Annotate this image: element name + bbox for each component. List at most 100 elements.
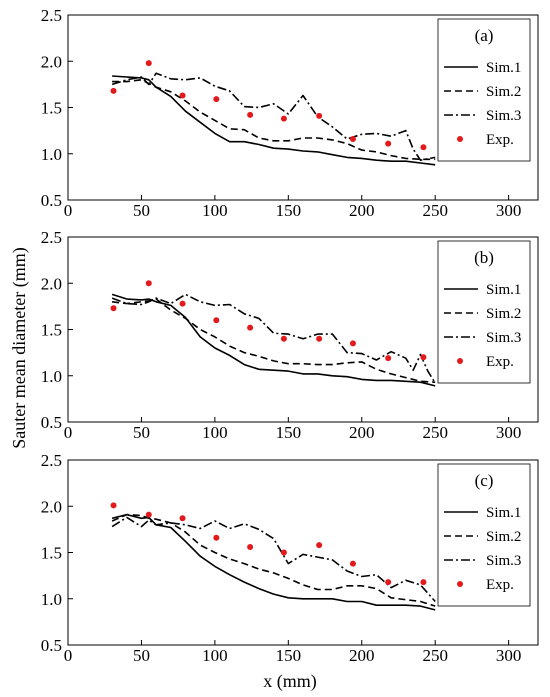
x-tick-label: 100 [202,646,228,665]
legend-box [437,463,531,607]
y-tick-label: 2.0 [41,274,62,293]
x-tick-label: 150 [276,423,302,442]
x-tick-label: 150 [276,201,302,220]
legend-label: Exp. [486,354,514,370]
data-point-exp [385,355,392,362]
data-point-exp [247,543,254,550]
data-point-exp [420,144,427,151]
y-tick-label: 0.5 [41,636,62,655]
x-tick-label: 300 [496,201,522,220]
y-tick-label: 1.5 [41,99,62,118]
legend-marker [457,581,463,587]
data-point-exp [247,111,254,118]
legend-box [437,240,531,384]
x-tick-label: 200 [349,646,375,665]
x-tick-label: 100 [202,423,228,442]
data-point-exp [420,354,427,361]
series-line-sim1 [111,513,436,611]
data-point-exp [110,502,117,509]
data-point-exp [110,305,117,312]
panel-label: (c) [475,471,494,490]
series-line-sim2 [112,298,436,383]
x-tick-label: 300 [496,646,522,665]
legend-label: Sim.1 [486,60,521,76]
series-line-sim3 [111,72,436,161]
data-point-exp [316,542,323,549]
legend-label: Sim.3 [486,553,521,569]
legend-label: Exp. [486,132,514,148]
panel-0: 0 50 100 150 200 250 300 0.5 1.0 1.5 2.0 2.5 (a) Sim.… [41,6,539,220]
data-point-exp [179,300,186,307]
data-point-exp [213,96,220,103]
series-line-sim1 [111,293,436,387]
x-tick-label: 0 [64,646,73,665]
legend-label: Sim.1 [486,505,521,521]
legend-label: Sim.2 [486,529,521,545]
data-point-exp [213,534,220,541]
data-point-exp [349,340,356,347]
data-point-exp [110,87,117,94]
data-point-exp [280,549,287,556]
y-tick-label: 0.5 [41,413,62,432]
panel-2: 0 50 100 150 200 250 300 0.5 1.0 1.5 2.0 2.5 (c) Sim.… [41,451,539,665]
y-tick-label: 2.5 [41,6,62,25]
x-axis-label: x (mm) [263,671,317,692]
y-axis-label: Sauter mean diameter (mm) [9,247,30,448]
legend-label: Sim.3 [486,108,521,124]
y-tick-label: 2.5 [41,228,62,247]
data-point-exp [280,335,287,342]
data-point-exp [213,317,220,324]
data-point-exp [316,335,323,342]
x-tick-label: 250 [422,423,448,442]
legend-marker [457,136,463,142]
legend-label: Sim.1 [486,282,521,298]
data-point-exp [179,92,186,99]
legend-label: Sim.3 [486,330,521,346]
legend-label: Sim.2 [486,306,521,322]
x-tick-label: 50 [133,423,150,442]
data-point-exp [145,511,152,518]
x-tick-label: 200 [349,423,375,442]
y-tick-label: 2.0 [41,497,62,516]
x-tick-label: 150 [276,646,302,665]
x-tick-label: 50 [133,646,150,665]
legend: (b) Sim.1 Sim.2 Sim.3 Exp. [437,240,531,384]
series-line-sim3 [111,293,436,384]
y-tick-label: 1.5 [41,321,62,340]
data-point-exp [280,115,287,122]
legend-label: Sim.2 [486,84,521,100]
x-tick-label: 250 [422,646,448,665]
y-tick-label: 1.0 [41,367,62,386]
data-point-exp [316,112,323,119]
series-line-sim3 [111,516,436,603]
data-point-exp [247,324,254,331]
legend: (a) Sim.1 Sim.2 Sim.3 Exp. [437,18,531,162]
panel-1: 0 50 100 150 200 250 300 0.5 1.0 1.5 2.0 2.5 (b) Sim.… [41,228,539,442]
x-tick-label: 300 [496,423,522,442]
data-point-exp [385,140,392,147]
series-line-sim2 [111,513,436,607]
legend-box [437,18,531,162]
legend-label: Exp. [486,577,514,593]
x-tick-label: 50 [133,201,150,220]
data-point-exp [349,135,356,142]
data-point-exp [420,579,427,586]
legend-marker [457,358,463,364]
y-tick-label: 0.5 [41,191,62,210]
legend: (c) Sim.1 Sim.2 Sim.3 Exp. [437,463,531,607]
y-tick-label: 1.0 [41,590,62,609]
data-point-exp [145,60,152,67]
data-point-exp [179,515,186,522]
panel-label: (a) [475,26,494,45]
data-point-exp [145,280,152,287]
y-tick-label: 2.0 [41,52,62,71]
x-tick-label: 250 [422,201,448,220]
x-tick-label: 0 [64,201,73,220]
y-tick-label: 1.0 [41,145,62,164]
data-point-exp [385,579,392,586]
panel-label: (b) [474,248,494,267]
x-tick-label: 100 [202,201,228,220]
y-tick-label: 2.5 [41,451,62,470]
y-tick-label: 1.5 [41,544,62,563]
